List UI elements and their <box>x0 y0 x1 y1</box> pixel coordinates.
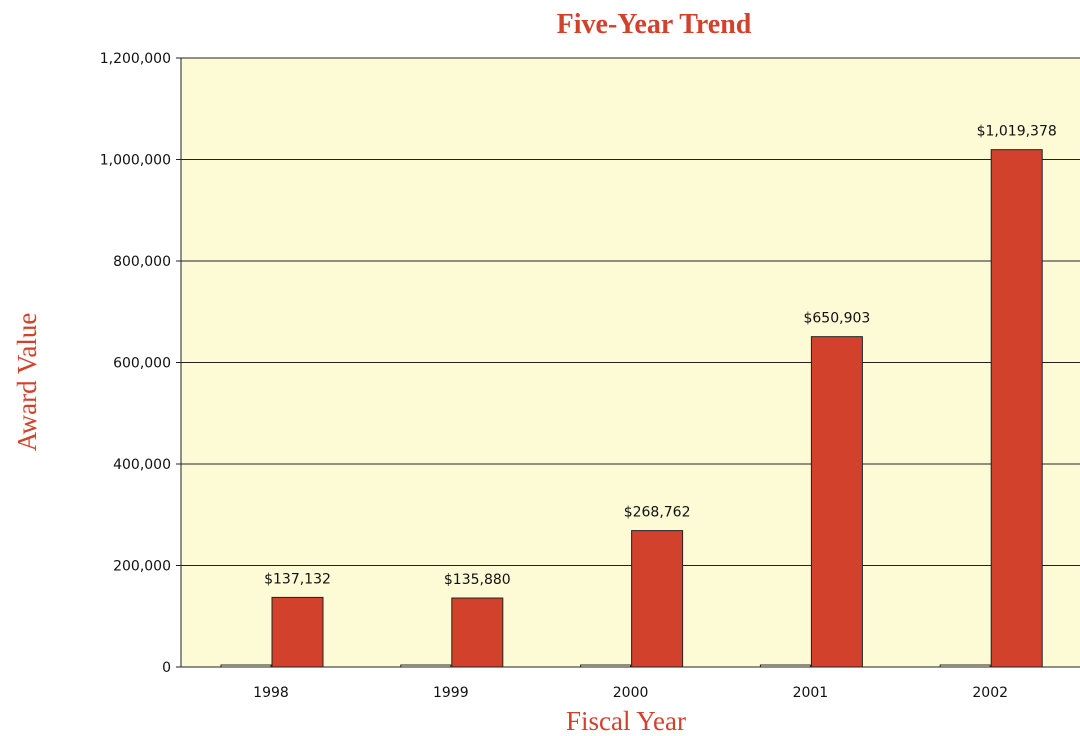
data-label-2000: $268,762 <box>624 505 691 521</box>
x-tick-label-2001: 2001 <box>793 685 829 701</box>
x-axis-title: Fiscal Year <box>566 706 686 736</box>
x-tick-label-2002: 2002 <box>972 685 1008 701</box>
y-tick-label-2: 400,000 <box>113 457 171 473</box>
y-tick-label-5: 1,000,000 <box>100 153 171 169</box>
y-tick-label-0: 0 <box>162 660 171 676</box>
bar-1998 <box>271 596 324 668</box>
y-tick-label-1: 200,000 <box>113 559 171 575</box>
data-label-2001: $650,903 <box>803 311 870 327</box>
data-label-1998: $137,132 <box>264 571 331 587</box>
bar-1999 <box>451 597 504 668</box>
y-axis-title: Award Value <box>12 313 42 452</box>
x-tick-label-1999: 1999 <box>433 685 469 701</box>
data-label-2002: $1,019,378 <box>977 124 1057 140</box>
bar-2001 <box>810 336 863 668</box>
x-tick-label-2000: 2000 <box>613 685 649 701</box>
chart-title: Five-Year Trend <box>557 9 752 40</box>
x-tick-label-1998: 1998 <box>253 685 289 701</box>
bar-2002 <box>990 149 1043 668</box>
y-tick-label-4: 800,000 <box>113 254 171 270</box>
y-tick-label-6: 1,200,000 <box>100 51 171 67</box>
y-tick-label-3: 600,000 <box>113 356 171 372</box>
data-label-1999: $135,880 <box>444 572 511 588</box>
bar-2000 <box>631 530 684 668</box>
